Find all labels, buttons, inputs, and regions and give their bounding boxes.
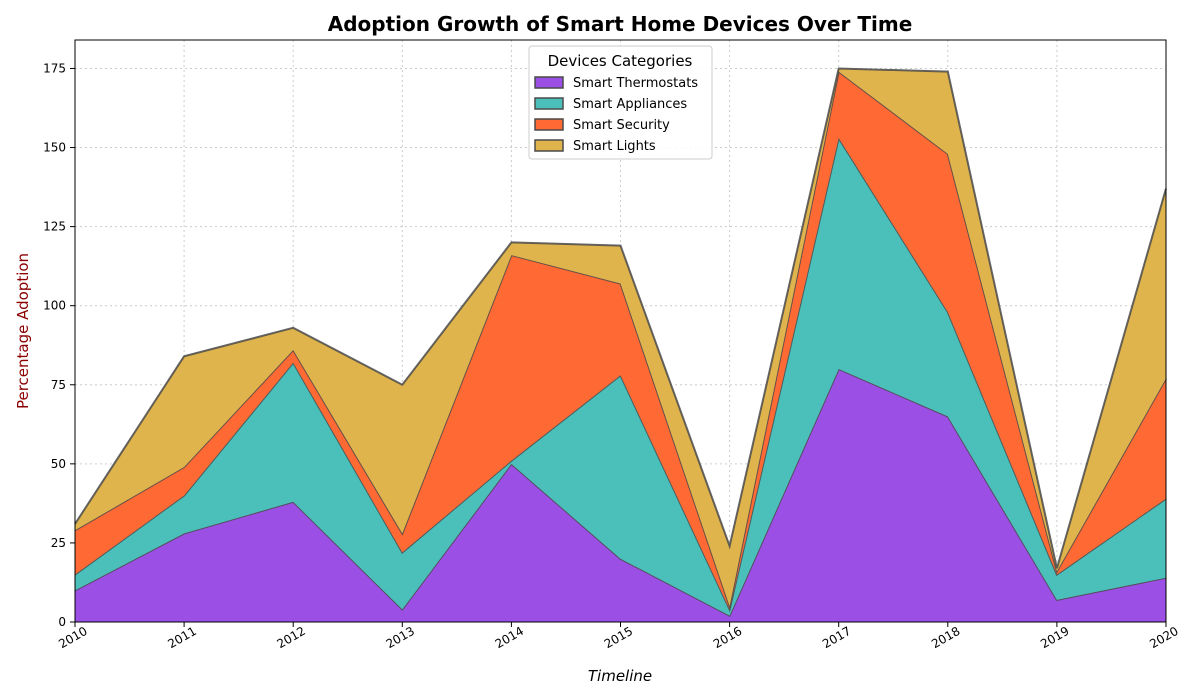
legend-label: Smart Appliances (573, 97, 687, 112)
legend-label: Smart Security (573, 118, 670, 133)
legend-swatch (534, 76, 564, 89)
x-axis-label: Timeline (588, 667, 652, 685)
y-tick-label: 100 (43, 299, 66, 313)
x-tick-label: 2015 (602, 624, 635, 651)
x-tick-label: 2016 (711, 624, 744, 651)
y-tick-label: 25 (51, 536, 66, 550)
y-tick-label: 0 (58, 615, 66, 629)
x-tick-label: 2019 (1038, 624, 1071, 651)
legend: Devices Categories Smart Thermostats Smar… (528, 45, 713, 160)
x-tick-label: 2017 (820, 624, 853, 651)
y-axis-label: Percentage Adoption (14, 253, 32, 409)
y-tick-label: 150 (43, 141, 66, 155)
x-tick-label: 2013 (384, 624, 417, 651)
y-tick-label: 175 (43, 61, 66, 75)
legend-title: Devices Categories (548, 52, 693, 70)
area-smart-thermostats (75, 368, 1166, 622)
legend-swatch (534, 139, 564, 152)
x-tick-label: 2018 (929, 624, 962, 651)
x-tick-label: 2011 (165, 624, 198, 651)
y-tick-label: 125 (43, 220, 66, 234)
y-tick-label: 75 (51, 378, 66, 392)
legend-label: Smart Thermostats (573, 76, 698, 91)
x-tick-label: 2020 (1147, 624, 1180, 651)
area-smart-security (75, 71, 1166, 610)
area-smart-lights (75, 68, 1166, 607)
x-tick-label: 2014 (493, 624, 526, 651)
legend-label: Smart Lights (573, 139, 656, 154)
legend-swatch (534, 118, 564, 131)
legend-swatch (534, 97, 564, 110)
x-tick-label: 2012 (274, 624, 307, 651)
chart-title: Adoption Growth of Smart Home Devices Ov… (328, 12, 913, 36)
area-edge-smart-lights (74, 67, 1167, 569)
y-tick-label: 50 (51, 457, 66, 471)
legend-box (528, 45, 713, 160)
area-series (74, 67, 1167, 622)
